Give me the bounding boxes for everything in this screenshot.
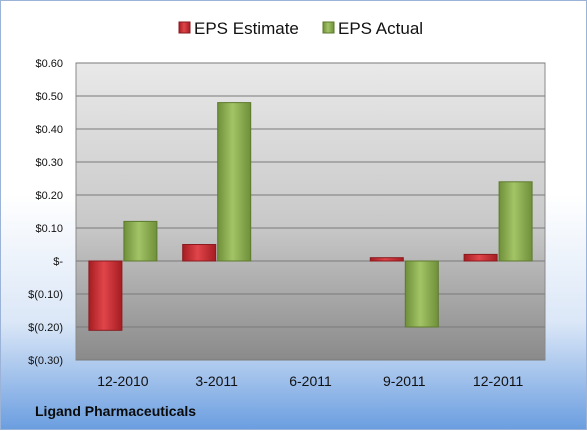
y-tick-label: $0.50 bbox=[35, 91, 63, 103]
company-name: Ligand Pharmaceuticals bbox=[35, 403, 197, 419]
x-tick-label: 3-2011 bbox=[195, 373, 238, 389]
bar-eps-estimate bbox=[88, 260, 123, 331]
y-tick-label: $0.60 bbox=[35, 58, 63, 70]
legend-swatch-estimate bbox=[178, 21, 191, 34]
legend-swatch-actual bbox=[322, 21, 335, 34]
legend-label-actual: EPS Actual bbox=[338, 19, 423, 38]
y-tick-label: $0.30 bbox=[35, 157, 63, 169]
y-tick-label: $(0.20) bbox=[28, 322, 63, 334]
x-tick-label: 9-2011 bbox=[383, 373, 426, 389]
plot-area bbox=[75, 62, 546, 361]
x-tick-label: 12-2010 bbox=[97, 373, 149, 389]
y-tick-label: $0.10 bbox=[35, 223, 63, 235]
bar-eps-actual bbox=[123, 220, 158, 262]
bar-eps-estimate bbox=[463, 253, 498, 262]
bar-eps-estimate bbox=[182, 244, 217, 262]
legend-label-estimate: EPS Estimate bbox=[194, 19, 299, 38]
x-tick-label: 12-2011 bbox=[473, 373, 524, 389]
y-tick-label: $(0.10) bbox=[28, 289, 63, 301]
y-tick-label: $(0.30) bbox=[28, 355, 63, 367]
y-tick-label: $0.20 bbox=[35, 190, 63, 202]
bar-eps-actual bbox=[404, 260, 439, 328]
x-tick-label: 6-2011 bbox=[289, 373, 332, 389]
y-tick-label: $- bbox=[53, 256, 63, 268]
y-tick-label: $0.40 bbox=[35, 124, 63, 136]
bar-eps-actual bbox=[217, 102, 252, 262]
bar-eps-estimate bbox=[369, 257, 404, 262]
bar-eps-actual bbox=[498, 181, 533, 262]
